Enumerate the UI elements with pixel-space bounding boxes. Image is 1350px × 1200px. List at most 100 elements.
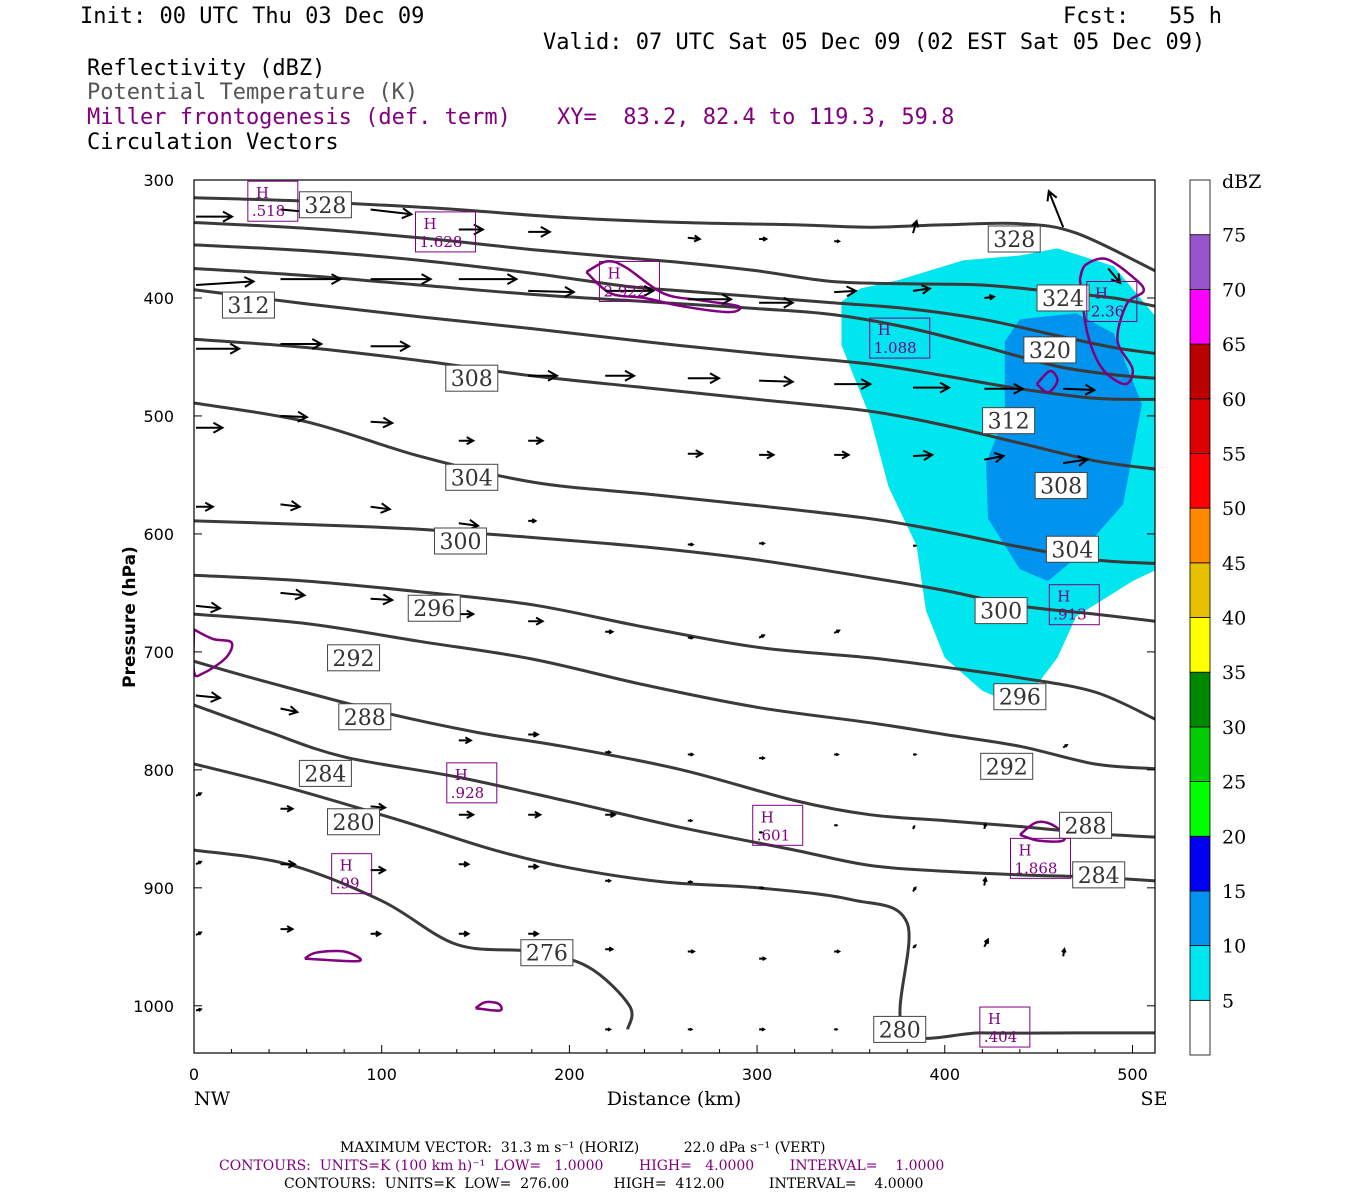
y-tick-label: 800 [143,761,174,780]
circulation-vector [458,810,476,820]
fronto-max-label: H1.868 [1010,837,1072,879]
circulation-vector [759,830,764,834]
circulation-vector [687,542,695,547]
colorbar-level: 35 [1222,662,1246,684]
svg-text:1.628: 1.628 [420,233,463,251]
circulation-vector [528,286,576,298]
y-tick-label: 500 [143,407,174,426]
circulation-vector [759,541,766,546]
fronto-max-label: H.404 [979,1006,1031,1048]
svg-text:284: 284 [1078,864,1120,889]
circulation-vector [687,1027,694,1032]
theta-label: 292 [327,644,381,672]
svg-text:H: H [1057,588,1070,606]
circulation-vector [687,949,696,954]
colorbar-swatch [1189,343,1211,400]
circulation-vector [195,931,203,936]
circulation-vector [983,822,988,830]
circulation-vector [912,449,935,462]
colorbar-level: 10 [1222,936,1246,958]
circulation-vector [458,736,473,745]
circulation-vector [687,752,695,757]
field-reflectivity: Reflectivity (dBZ) [87,56,326,81]
svg-text:.404: .404 [984,1028,1017,1046]
circulation-vector [605,629,615,635]
fronto-contour [1035,369,1059,394]
colorbar-level: 5 [1222,990,1234,1012]
circulation-vector [759,375,795,388]
svg-text:.99: .99 [336,875,360,893]
circulation-vector [605,750,613,755]
colorbar-swatch [1189,507,1211,564]
circulation-vector [280,705,300,716]
circulation-vector [370,502,392,514]
svg-text:H: H [424,215,437,233]
theta-contour-284 [194,703,1155,883]
circulation-vector [687,818,694,823]
theta-label: 284 [298,759,352,787]
colorbar-level: 15 [1222,881,1246,903]
circulation-vector [913,544,918,548]
theta-label: 328 [298,191,352,219]
circulation-vector [528,518,538,524]
colorbar-swatch [1189,781,1211,837]
colorbar-level: 20 [1222,826,1246,848]
circulation-vector [834,823,839,827]
circulation-vector [280,804,295,813]
theta-contour-280 [194,762,1155,1040]
theta-label: 288 [1059,811,1113,839]
theta-label: 276 [520,939,574,967]
circulation-vector [1063,454,1090,467]
circulation-vector [528,436,545,446]
circulation-vector [195,1007,203,1012]
circulation-vector [983,937,990,948]
circulation-vector [196,501,215,512]
y-axis-title: Pressure (hPa) [120,546,140,688]
svg-text:292: 292 [986,755,1028,780]
circulation-vector [1063,383,1097,396]
colorbar-swatch [1189,890,1211,947]
svg-text:288: 288 [1065,814,1107,839]
y-tick-label: 1000 [133,997,174,1016]
colorbar-level: 65 [1222,334,1246,356]
circulation-vector [605,285,656,297]
circulation-vector [759,956,768,961]
circulation-vector [982,876,988,886]
svg-text:H: H [878,321,891,339]
circulation-vector [605,1027,613,1032]
circulation-vector [687,293,734,306]
circulation-vector [370,593,395,606]
circulation-vector [528,810,543,819]
circulation-vector [195,860,203,866]
colorbar-level: 75 [1222,225,1246,247]
circulation-vector [758,634,766,639]
svg-text:280: 280 [333,811,375,836]
x-axis-title: Distance (km) [607,1088,742,1110]
theta-label: 312 [982,407,1036,435]
theta-contour-304 [194,401,1155,565]
colorbar-unit: dBZ [1222,171,1261,193]
y-tick-label: 900 [143,879,174,898]
circulation-vector [984,451,1006,464]
max-vector-note: MAXIMUM VECTOR: 31.3 m s⁻¹ (HORIZ) 22.0 … [340,1140,826,1156]
colorbar-swatch [1189,671,1211,728]
circulation-vector [912,824,916,830]
circulation-vector [687,880,694,884]
circulation-vector [759,1027,766,1032]
reflectivity-colorbar: 5 10 15 20 25 30 35 40 45 50 55 60 65 70 75 dBZ [1189,171,1261,1056]
theta-label: 280 [873,1015,927,1043]
field-potential-temperature: Potential Temperature (K) [87,80,419,105]
contours-theta-note: CONTOURS: UNITS=K LOW= 276.00 HIGH= 412.… [284,1176,924,1192]
circulation-vector [687,449,705,459]
circulation-vector [528,226,552,238]
reflectivity-area-10dbz [986,313,1142,582]
theta-contour-296 [194,573,1155,721]
theta-label: 304 [1045,535,1099,563]
svg-text:324: 324 [1042,287,1084,312]
svg-text:H: H [340,857,353,875]
circulation-vector [605,369,637,382]
theta-label: 300 [974,597,1028,625]
svg-text:.601: .601 [757,826,790,844]
svg-text:328: 328 [304,194,346,219]
circulation-vector [528,731,540,738]
